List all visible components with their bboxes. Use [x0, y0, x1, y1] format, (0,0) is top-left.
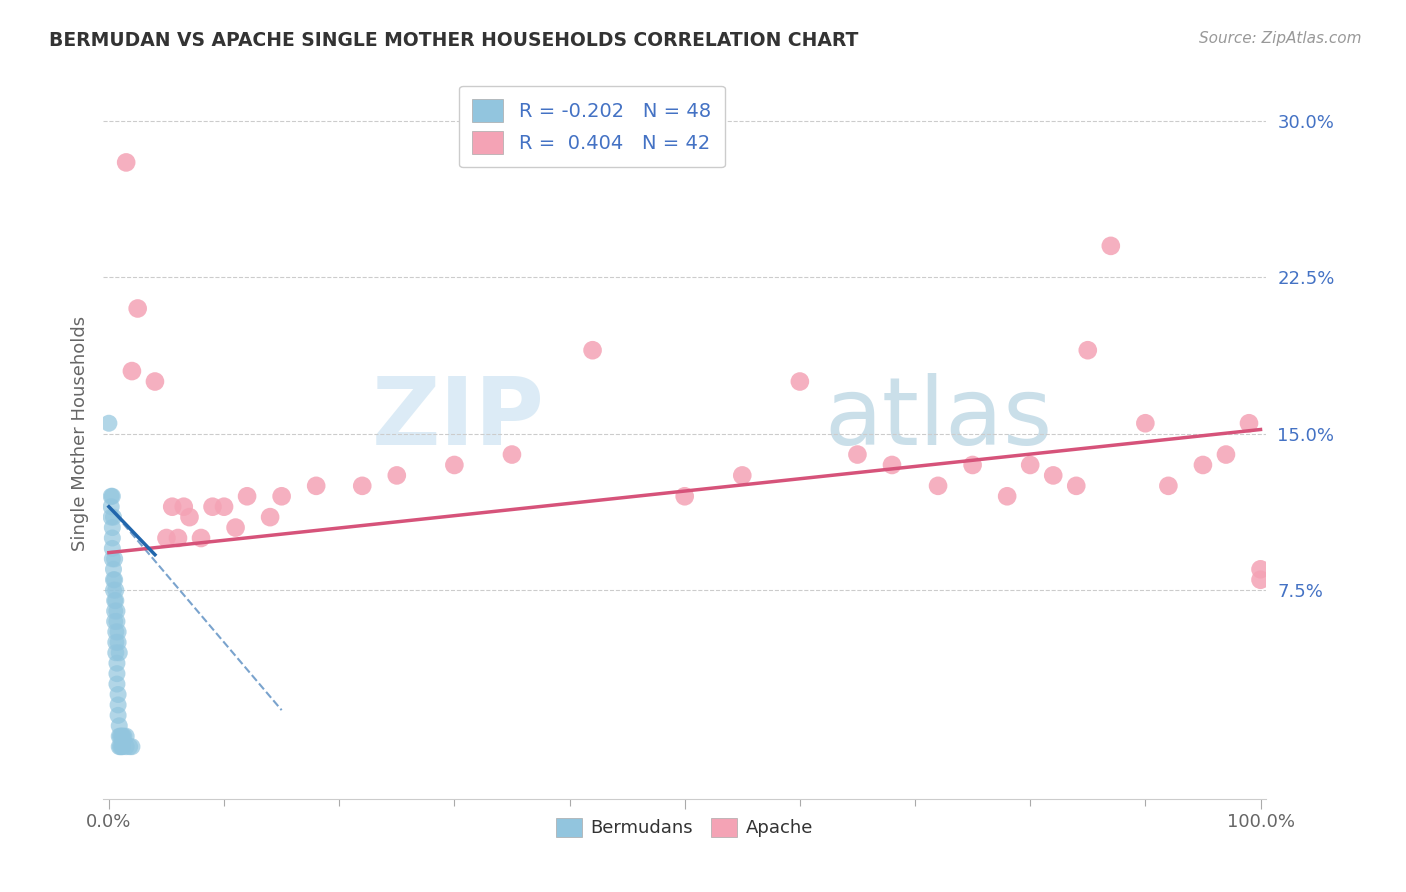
Point	[107, 698, 129, 712]
Point	[110, 729, 132, 743]
Point	[104, 593, 127, 607]
Point	[111, 729, 134, 743]
Point	[121, 364, 143, 378]
Point	[104, 646, 127, 660]
Y-axis label: Single Mother Households: Single Mother Households	[72, 316, 89, 551]
Point	[100, 489, 122, 503]
Point	[108, 739, 131, 754]
Point	[104, 604, 127, 618]
Point	[101, 552, 124, 566]
Point	[501, 448, 523, 462]
Legend: Bermudans, Apache: Bermudans, Apache	[550, 811, 820, 845]
Text: Source: ZipAtlas.com: Source: ZipAtlas.com	[1198, 31, 1361, 46]
Point	[270, 489, 292, 503]
Point	[1237, 416, 1260, 430]
Point	[581, 343, 603, 358]
Point	[108, 646, 131, 660]
Point	[103, 562, 125, 576]
Point	[789, 375, 811, 389]
Point	[173, 500, 195, 514]
Point	[236, 489, 259, 503]
Point	[673, 489, 696, 503]
Point	[155, 531, 177, 545]
Point	[115, 739, 138, 754]
Point	[1019, 458, 1042, 472]
Point	[179, 510, 201, 524]
Point	[927, 479, 949, 493]
Point	[121, 739, 143, 754]
Point	[212, 500, 235, 514]
Point	[1135, 416, 1157, 430]
Point	[443, 458, 465, 472]
Point	[385, 468, 408, 483]
Point	[201, 500, 224, 514]
Point	[103, 510, 125, 524]
Text: atlas: atlas	[824, 373, 1053, 465]
Point	[101, 541, 124, 556]
Point	[104, 583, 127, 598]
Point	[105, 604, 128, 618]
Point	[104, 615, 127, 629]
Point	[1077, 343, 1099, 358]
Point	[115, 155, 138, 169]
Point	[101, 489, 124, 503]
Point	[101, 520, 124, 534]
Point	[107, 635, 129, 649]
Point	[1250, 573, 1272, 587]
Text: ZIP: ZIP	[373, 373, 546, 465]
Point	[1042, 468, 1064, 483]
Point	[1215, 448, 1237, 462]
Point	[143, 375, 166, 389]
Point	[127, 301, 149, 316]
Point	[111, 739, 134, 754]
Point	[305, 479, 328, 493]
Point	[100, 510, 122, 524]
Point	[167, 531, 190, 545]
Point	[190, 531, 212, 545]
Point	[225, 520, 247, 534]
Point	[115, 729, 138, 743]
Point	[731, 468, 754, 483]
Point	[101, 531, 124, 545]
Point	[962, 458, 984, 472]
Point	[160, 500, 183, 514]
Point	[1064, 479, 1087, 493]
Point	[108, 729, 131, 743]
Point	[103, 573, 125, 587]
Point	[846, 448, 869, 462]
Point	[104, 624, 127, 639]
Point	[118, 739, 141, 754]
Point	[105, 677, 128, 691]
Point	[1099, 239, 1122, 253]
Point	[103, 583, 125, 598]
Point	[259, 510, 281, 524]
Point	[97, 416, 120, 430]
Point	[995, 489, 1018, 503]
Point	[105, 615, 128, 629]
Point	[110, 729, 132, 743]
Point	[104, 573, 127, 587]
Point	[1157, 479, 1180, 493]
Point	[107, 624, 129, 639]
Point	[1250, 562, 1272, 576]
Point	[107, 708, 129, 723]
Point	[352, 479, 374, 493]
Point	[108, 719, 131, 733]
Point	[104, 635, 127, 649]
Point	[100, 500, 122, 514]
Point	[110, 739, 132, 754]
Text: BERMUDAN VS APACHE SINGLE MOTHER HOUSEHOLDS CORRELATION CHART: BERMUDAN VS APACHE SINGLE MOTHER HOUSEHO…	[49, 31, 859, 50]
Point	[880, 458, 903, 472]
Point	[112, 729, 135, 743]
Point	[104, 593, 127, 607]
Point	[105, 666, 128, 681]
Point	[105, 657, 128, 671]
Point	[104, 552, 127, 566]
Point	[107, 688, 129, 702]
Point	[110, 739, 132, 754]
Point	[1192, 458, 1215, 472]
